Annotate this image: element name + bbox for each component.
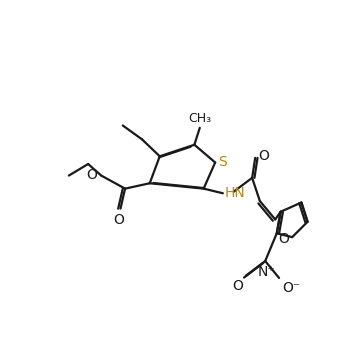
Text: S: S bbox=[218, 155, 227, 169]
Text: O: O bbox=[258, 149, 269, 163]
Text: O: O bbox=[87, 168, 97, 182]
Text: N⁺: N⁺ bbox=[257, 265, 275, 279]
Text: O: O bbox=[232, 279, 243, 293]
Text: O: O bbox=[278, 232, 289, 246]
Text: CH₃: CH₃ bbox=[188, 112, 211, 125]
Text: O⁻: O⁻ bbox=[282, 281, 300, 295]
Text: HN: HN bbox=[224, 186, 245, 200]
Text: O: O bbox=[113, 213, 124, 227]
